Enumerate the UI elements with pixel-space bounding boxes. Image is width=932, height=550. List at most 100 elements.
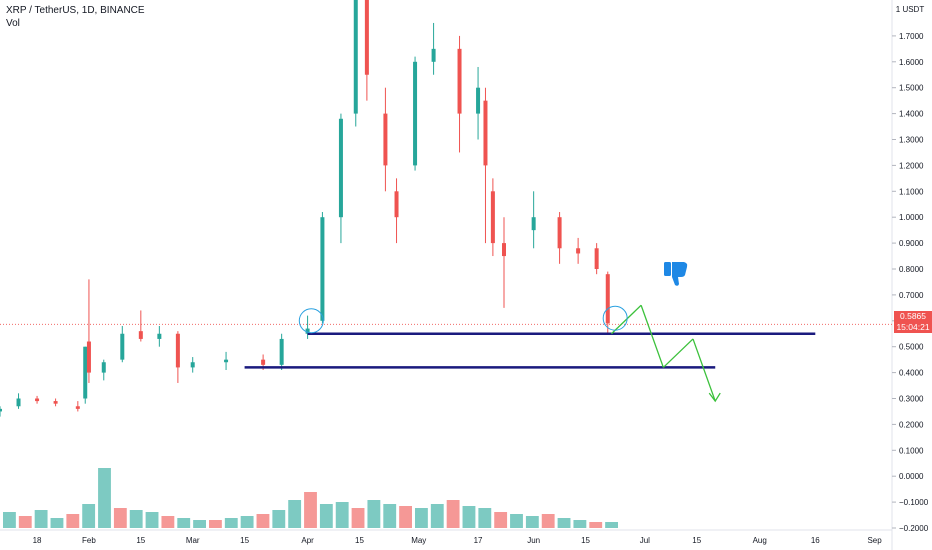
- volume-bar: [304, 492, 317, 528]
- price-tick-label: 1.6000: [899, 58, 924, 67]
- candle-body: [138, 331, 143, 339]
- volume-bar: [462, 506, 476, 528]
- candle-body: [224, 359, 229, 363]
- symbol-title: XRP / TetherUS, 1D, BINANCE: [6, 5, 145, 16]
- candle-body: [16, 398, 21, 407]
- projection-arrow-segment: [662, 338, 694, 368]
- price-tick-label: 1.1000: [899, 187, 924, 196]
- last-price-badge: 0.5865 15:04:21: [894, 311, 932, 333]
- volume-bar: [240, 516, 254, 528]
- price-tick-label: 0.7000: [899, 291, 924, 300]
- volume-bar: [383, 504, 397, 528]
- volume-bar: [98, 468, 111, 528]
- time-tick-label: 15: [240, 536, 249, 545]
- price-tick-label: 1.2000: [899, 161, 924, 170]
- volume-bar: [335, 502, 349, 528]
- projection-arrow-segment: [640, 305, 664, 368]
- volume-bar: [557, 518, 571, 528]
- volume-bar: [272, 510, 286, 528]
- candle-body: [320, 217, 325, 321]
- candle-body: [279, 338, 284, 365]
- volume-bar: [478, 508, 492, 528]
- price-tick-label: 1.5000: [899, 84, 924, 93]
- time-tick-label: 15: [136, 536, 145, 545]
- price-tick-label: 1.7000: [899, 32, 924, 41]
- volume-bar: [319, 504, 333, 528]
- volume-bar: [494, 512, 508, 528]
- volume-bar: [605, 522, 618, 528]
- price-tick-label: 0.4000: [899, 369, 924, 378]
- highlight-circle: [602, 305, 628, 331]
- price-tick-label: 1.3000: [899, 136, 924, 145]
- volume-bar: [193, 520, 206, 528]
- candle-body: [431, 48, 436, 62]
- candle-body: [83, 346, 88, 399]
- volume-bar: [510, 514, 523, 528]
- candle-body: [120, 333, 125, 360]
- price-tick-label: 0.5000: [899, 343, 924, 352]
- price-tick-label: −0.2000: [899, 524, 929, 533]
- candle-body: [605, 274, 610, 324]
- volume-bar: [541, 514, 555, 528]
- projection-arrowhead: [708, 392, 721, 403]
- time-tick-label: 17: [474, 536, 483, 545]
- volume-bar: [209, 520, 222, 528]
- volume-bar: [288, 500, 302, 528]
- volume-bar: [224, 518, 238, 528]
- volume-bar: [525, 516, 539, 528]
- candle-body: [476, 87, 481, 114]
- last-price-value: 0.5865: [900, 311, 926, 321]
- price-tick-label: 1.0000: [899, 213, 924, 222]
- candle-body: [531, 217, 536, 231]
- candle-body: [261, 359, 266, 365]
- volume-bar: [589, 522, 603, 528]
- thumbs-down-icon: [664, 262, 688, 286]
- volume-bar: [50, 518, 64, 528]
- projection-arrow-segment: [692, 338, 716, 402]
- volume-bar: [256, 514, 270, 528]
- time-tick-label: 15: [355, 536, 364, 545]
- highlight-circle: [298, 308, 324, 334]
- volume-bar: [161, 516, 175, 528]
- candle-body: [413, 61, 418, 166]
- price-tick-label: −0.1000: [899, 498, 929, 507]
- volume-bar: [129, 510, 143, 528]
- volume-bar: [82, 504, 96, 528]
- candle-body: [190, 362, 195, 368]
- volume-bar: [351, 508, 365, 528]
- price-tick-label: 0.1000: [899, 446, 924, 455]
- volume-bar: [177, 518, 191, 528]
- time-tick-label: Aug: [753, 536, 767, 545]
- candle-body: [557, 217, 562, 249]
- price-tick-label: 1.4000: [899, 110, 924, 119]
- candle-body: [483, 100, 488, 166]
- volume-bar: [399, 506, 412, 528]
- volume-bar: [34, 510, 48, 528]
- time-tick-label: 15: [692, 536, 701, 545]
- candle-body: [157, 333, 162, 339]
- time-tick-label: Sep: [867, 536, 882, 545]
- volume-bar: [446, 500, 460, 528]
- candle-body: [53, 401, 58, 404]
- time-tick-label: 15: [581, 536, 590, 545]
- price-axis-unit-label: 1 USDT: [896, 5, 925, 14]
- volume-bar: [367, 500, 381, 528]
- price-tick-label: 0.2000: [899, 420, 924, 429]
- candle-body: [594, 248, 599, 269]
- volume-bar: [145, 512, 159, 528]
- candle-body: [75, 406, 80, 409]
- candle-body: [457, 48, 462, 114]
- time-tick-label: 16: [811, 536, 820, 545]
- volume-bar: [3, 512, 16, 528]
- projection-arrow-segment: [611, 304, 642, 335]
- candle-body: [305, 328, 310, 334]
- candle-body: [175, 333, 180, 368]
- candle-body: [502, 243, 506, 257]
- price-tick-label: 0.8000: [899, 265, 924, 274]
- price-tick-label: 0.9000: [899, 239, 924, 248]
- volume-bar: [113, 508, 127, 528]
- time-tick-label: Feb: [82, 536, 96, 545]
- candle-body: [35, 398, 40, 402]
